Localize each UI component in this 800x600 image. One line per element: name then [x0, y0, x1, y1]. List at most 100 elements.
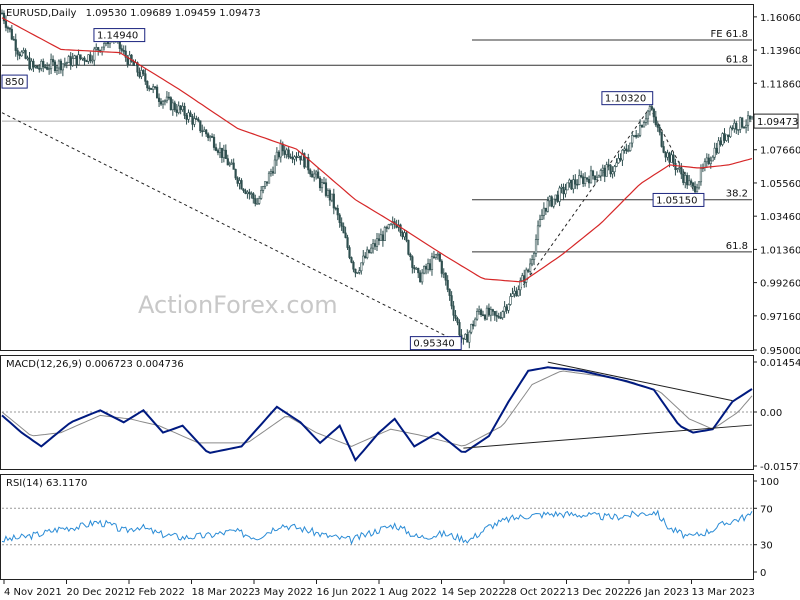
candle-body — [0, 12, 4, 15]
candle-body — [234, 169, 237, 179]
candle-body — [171, 102, 174, 111]
x-tick-label: 28 Oct 2022 — [504, 587, 566, 598]
candle-body — [456, 317, 459, 323]
candle-body — [660, 131, 663, 147]
candle-body — [483, 314, 487, 320]
candle-body — [580, 175, 583, 178]
candle-body — [464, 334, 467, 340]
price-tick-label: 0.97160 — [760, 312, 800, 323]
candle-body — [432, 256, 436, 259]
candle-body — [128, 54, 131, 65]
left-cut-label: 850 — [5, 77, 24, 88]
candle-body — [544, 207, 547, 212]
candle-body — [621, 149, 624, 161]
candle-body — [197, 118, 200, 122]
candle-body — [356, 272, 359, 274]
candle-body — [32, 60, 35, 68]
candle-body — [199, 120, 202, 132]
candle-body — [277, 151, 280, 158]
candle-body — [69, 56, 72, 66]
candle-body — [73, 55, 76, 59]
candle-body — [599, 170, 602, 177]
macd-resistance-trendline — [547, 361, 733, 402]
candle-body — [505, 306, 508, 311]
left-cut-label-box — [1, 74, 28, 89]
x-tick-label: 4 Nov 2021 — [4, 587, 62, 598]
candle-body — [745, 124, 748, 128]
candle-body — [152, 86, 155, 90]
candle-body — [181, 105, 184, 111]
candle-body — [216, 150, 220, 153]
fib-382-label: 38.2 — [726, 189, 748, 200]
price-tick-label: 1.07660 — [760, 146, 800, 157]
candle-body — [195, 118, 198, 120]
candle-body — [2, 12, 6, 22]
candle-body — [646, 110, 650, 120]
candle-body — [385, 227, 388, 229]
candle-body — [538, 219, 542, 227]
rsi-tick-label: 0 — [760, 568, 766, 579]
candle-body — [189, 112, 192, 117]
candle-body — [61, 63, 64, 71]
candle-body — [307, 157, 310, 171]
candle-body — [201, 130, 204, 133]
candle-body — [191, 116, 194, 125]
candle-body — [642, 122, 646, 128]
candle-body — [91, 59, 94, 62]
rsi-tick-label: 100 — [760, 477, 779, 488]
candle-body — [49, 59, 53, 69]
candle-body — [668, 152, 671, 163]
candle-body — [536, 225, 540, 240]
candle-body — [662, 146, 665, 153]
candle-body — [4, 20, 8, 28]
candle-body — [313, 173, 316, 178]
candle-body — [436, 253, 439, 256]
candle-body — [250, 193, 253, 195]
candle-body — [340, 222, 343, 227]
candle-body — [493, 311, 496, 316]
candle-body — [203, 129, 206, 132]
candle-body — [316, 171, 320, 179]
symbol-title: EURUSD,Daily — [6, 8, 77, 19]
candle-body — [287, 149, 290, 158]
candle-body — [521, 275, 524, 281]
candle-body — [79, 54, 82, 59]
candle-body — [721, 133, 724, 145]
candle-body — [672, 154, 675, 164]
x-tick-label: 16 Jun 2022 — [317, 587, 377, 598]
candle-body — [209, 136, 212, 139]
candle-body — [674, 162, 677, 170]
candle-body — [711, 156, 714, 162]
candle-body — [256, 203, 259, 205]
candle-body — [719, 140, 722, 145]
candle-body — [735, 122, 738, 130]
candle-body — [542, 207, 545, 216]
candle-body — [511, 293, 514, 297]
x-tick-label: 13 Mar 2023 — [692, 587, 755, 598]
candle-body — [446, 279, 449, 290]
price-tick-label: 1.03460 — [760, 212, 800, 223]
candle-body — [336, 207, 339, 216]
candle-body — [684, 175, 687, 183]
candle-body — [89, 54, 92, 62]
candle-body — [285, 149, 288, 155]
candle-body — [265, 181, 269, 184]
candle-body — [136, 62, 139, 73]
candle-body — [417, 267, 420, 274]
candle-body — [283, 150, 286, 155]
candle-body — [352, 262, 355, 270]
candle-body — [224, 149, 227, 159]
candle-body — [466, 334, 469, 343]
candle-body — [38, 68, 41, 70]
candle-body — [334, 207, 337, 210]
candle-body — [210, 136, 214, 138]
candle-body — [741, 117, 744, 128]
candle-body — [326, 190, 330, 196]
candle-body — [163, 100, 167, 103]
candle-body — [648, 106, 652, 112]
candle-body — [525, 269, 528, 283]
candle-body — [650, 106, 653, 110]
candle-body — [185, 115, 188, 120]
candle-body — [81, 57, 84, 60]
candle-body — [737, 129, 740, 131]
